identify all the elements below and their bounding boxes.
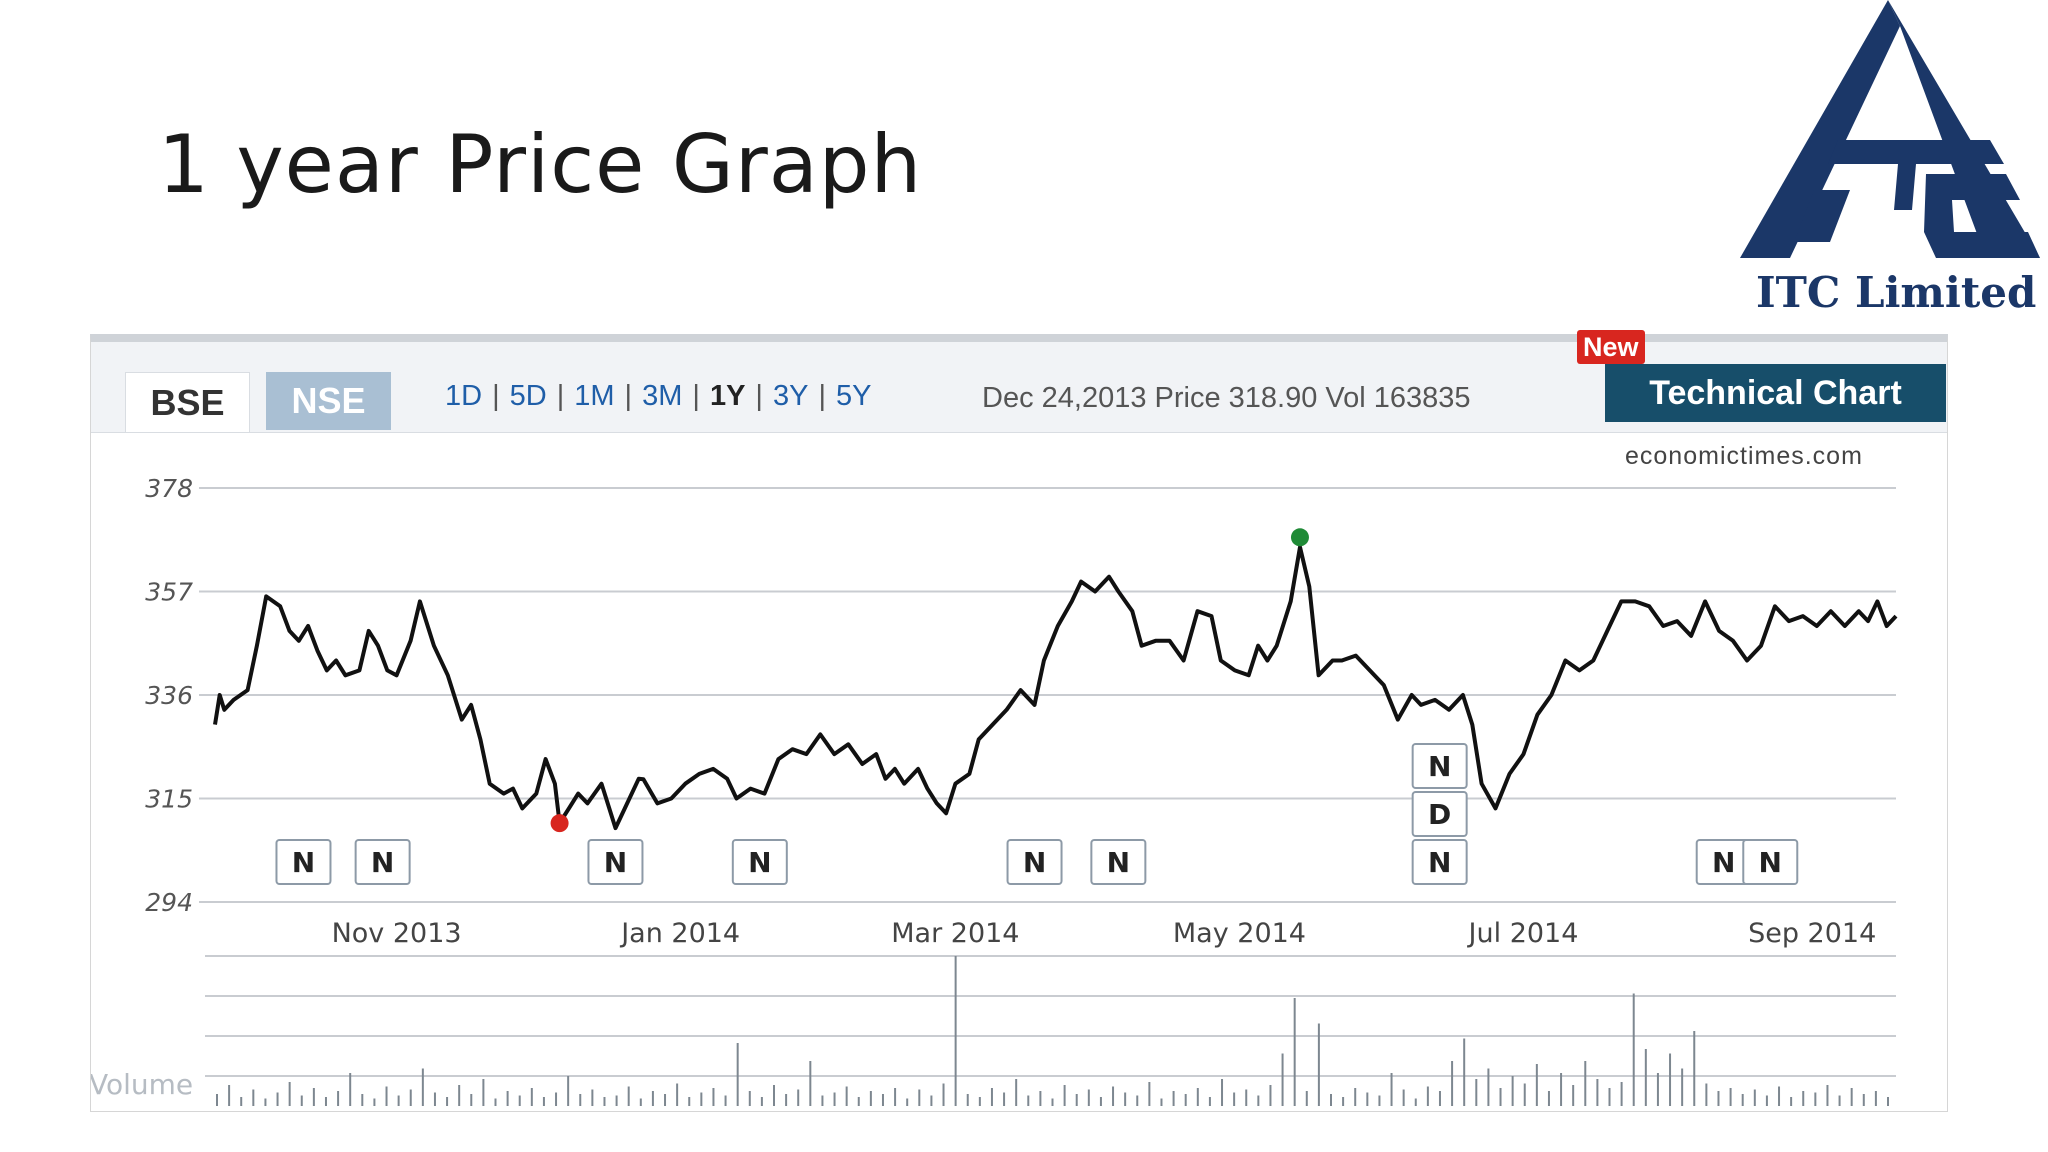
tab-bse[interactable]: BSE [125, 372, 250, 432]
event-label: N [748, 846, 771, 879]
period-selector: 1D | 5D | 1M | 3M | 1Y | 3Y | 5Y [439, 380, 877, 413]
news-event-marker[interactable]: N [1090, 839, 1147, 885]
logo-letters [1828, 140, 2004, 210]
period-5y[interactable]: 5Y [836, 380, 872, 412]
event-label: D [1428, 798, 1451, 831]
news-event-marker[interactable]: N [1411, 839, 1468, 885]
y-tick-label: 336 [145, 681, 193, 710]
event-label: N [1107, 846, 1130, 879]
y-tick-label: 294 [145, 888, 193, 917]
period-1y[interactable]: 1Y [709, 380, 746, 412]
logo-left-leg [1740, 0, 1900, 258]
news-event-marker[interactable]: N [731, 839, 788, 885]
y-tick-label: 315 [145, 785, 193, 814]
period-1m[interactable]: 1M [574, 380, 615, 412]
x-tick-label: May 2014 [1173, 918, 1306, 949]
period-separator: | [818, 380, 826, 412]
event-label: N [1759, 846, 1782, 879]
source-label: economictimes.com [1625, 442, 1863, 470]
x-tick-label: Jan 2014 [619, 918, 740, 949]
event-box [1006, 839, 1063, 885]
event-label: N [371, 846, 394, 879]
y-tick-label: 378 [145, 474, 193, 503]
event-box [1742, 839, 1799, 885]
news-event-marker[interactable]: N [1006, 839, 1063, 885]
period-separator: | [556, 380, 565, 412]
slide-title: 1 year Price Graph [158, 118, 923, 211]
event-label: N [1428, 750, 1451, 783]
news-event-marker[interactable]: N [275, 839, 332, 885]
news-event-marker[interactable]: N [1742, 839, 1799, 885]
stock-chart-widget: BSE NSE 1D | 5D | 1M | 3M | 1Y | 3Y | 5Y… [90, 330, 1948, 1112]
period-separator: | [492, 380, 500, 412]
period-separator: | [624, 380, 633, 412]
technical-chart-button[interactable]: Technical Chart [1605, 364, 1946, 422]
period-3m[interactable]: 3M [642, 380, 683, 412]
period-1d[interactable]: 1D [445, 380, 483, 412]
period-3y[interactable]: 3Y [772, 380, 809, 412]
high-marker [1290, 528, 1309, 547]
chart-toolbar: BSE NSE 1D | 5D | 1M | 3M | 1Y | 3Y | 5Y… [91, 330, 1947, 433]
x-tick-label: Mar 2014 [891, 918, 1019, 949]
x-tick-label: Jul 2014 [1467, 918, 1579, 949]
event-label: N [292, 846, 315, 879]
event-box [1411, 839, 1468, 885]
low-marker [550, 814, 569, 833]
news-event-marker[interactable]: N [1411, 743, 1468, 789]
price-chart: 378 357 336 315 294 Nov 2013 Jan 2014 Mar 2014 M… [91, 474, 1898, 1106]
new-badge: New [1577, 330, 1645, 364]
event-label: N [1428, 846, 1451, 879]
event-box [354, 839, 411, 885]
tab-nse[interactable]: NSE [266, 372, 391, 430]
news-event-marker[interactable]: N [1695, 839, 1752, 885]
news-event-marker[interactable]: N [587, 839, 644, 885]
event-label: N [1712, 846, 1735, 879]
news-event-marker[interactable]: N [354, 839, 411, 885]
logo-right-leg [1888, 0, 2040, 258]
event-box [275, 839, 332, 885]
event-box [587, 839, 644, 885]
price-info-readout: Dec 24,2013 Price 318.90 Vol 163835 [982, 382, 1471, 414]
period-5d[interactable]: 5D [509, 380, 547, 412]
period-separator: | [755, 380, 763, 412]
logo-letters-c [1924, 174, 2040, 258]
event-box [1090, 839, 1147, 885]
itc-logo [1740, 0, 2040, 258]
logo-letters-i [1794, 190, 1850, 242]
logo-caption: ITC Limited [1756, 268, 2037, 317]
volume-label: Volume [91, 1068, 193, 1101]
event-box [731, 839, 788, 885]
event-box [1411, 791, 1468, 837]
event-label: N [1023, 846, 1046, 879]
y-tick-label: 357 [145, 578, 193, 607]
x-tick-label: Nov 2013 [332, 918, 462, 949]
event-label: N [604, 846, 627, 879]
event-box [1411, 743, 1468, 789]
period-separator: | [692, 380, 700, 412]
x-tick-label: Sep 2014 [1748, 918, 1876, 949]
price-line [213, 545, 1898, 831]
news-event-marker[interactable]: D [1411, 791, 1468, 837]
